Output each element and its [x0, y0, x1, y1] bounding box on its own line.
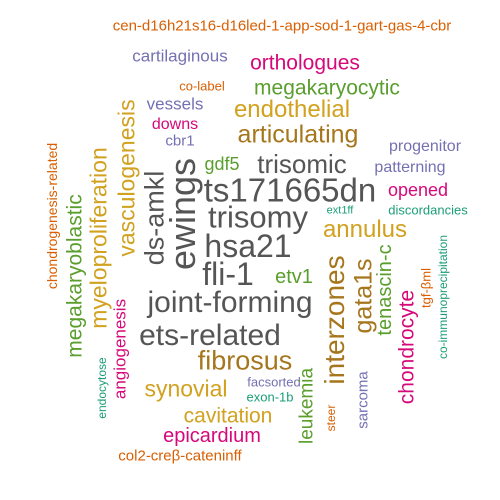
word-gdf5: gdf5: [204, 154, 240, 174]
word-angiogenesis: angiogenesis: [110, 298, 130, 400]
word-downs: downs: [151, 116, 199, 133]
word-col2-creb-cateninff: col2-creβ-cateninff: [118, 447, 242, 465]
word-chondrocyte: chondrocyte: [395, 289, 419, 405]
word-myeloproliferation: myeloproliferation: [85, 147, 112, 329]
word-endocytose: endocytose: [95, 357, 109, 419]
word-facsorted: facsorted: [247, 374, 301, 390]
word-vasculogenesis: vasculogenesis: [113, 99, 140, 257]
word-chondrogenesis-related: chondrogenesis-related: [44, 142, 60, 290]
word-joint-forming: joint-forming: [147, 286, 313, 319]
word-cartilaginous: cartilaginous: [132, 46, 228, 66]
word-orthologues: orthologues: [250, 51, 360, 75]
word-vessels: vessels: [146, 94, 204, 114]
word-sarcoma: sarcoma: [354, 371, 372, 429]
word-tgf-bml: tgf-βml: [418, 268, 434, 308]
word-fli-1: fli-1: [202, 256, 254, 292]
word-megakaryoblastic: megakaryoblastic: [63, 194, 87, 358]
word-etv1: etv1: [275, 266, 313, 288]
word-fibrosus: fibrosus: [197, 345, 293, 376]
word-patterning: patterning: [374, 159, 446, 176]
word-ewings: ewings: [162, 157, 203, 271]
word-tenascin-c: tenascin-c: [374, 244, 396, 336]
word-trisomy: trisomy: [208, 199, 308, 235]
word-megakaryocytic: megakaryocytic: [254, 76, 400, 100]
word-exon-1b: exon-1b: [246, 389, 294, 405]
word-articulating: articulating: [237, 120, 359, 149]
word-hsa21: hsa21: [204, 228, 292, 264]
word-progenitor: progenitor: [388, 138, 462, 155]
word-cavitation: cavitation: [183, 404, 273, 428]
word-trisomic: trisomic: [257, 149, 347, 179]
word-ets-related: ets-related: [139, 319, 281, 352]
word-epicardium: epicardium: [163, 425, 261, 447]
word-ext1ff: ext1ff: [326, 204, 354, 217]
word-ts171665dn: ts171665dn: [203, 171, 377, 209]
word-leukemia: leukemia: [296, 367, 318, 445]
word-co-label: co-label: [179, 78, 225, 94]
word-gata1s: gata1s: [349, 258, 378, 334]
word-endothelial: endothelial: [233, 96, 351, 123]
word-cbr1: cbr1: [165, 132, 195, 150]
word-steer: steer: [324, 404, 338, 432]
word-annulus: annulus: [322, 216, 408, 243]
word-interzones: interzones: [319, 255, 350, 385]
word-synovial: synovial: [144, 375, 228, 402]
word-co-immunoprecipitation: co-immunoprecipitation: [436, 234, 450, 360]
word-discordancies: discordancies: [388, 202, 468, 218]
word-cen-d16h21s16: cen-d16h21s16-d16led-1-app-sod-1-gart-ga…: [112, 17, 452, 35]
word-opened: opened: [387, 180, 449, 200]
